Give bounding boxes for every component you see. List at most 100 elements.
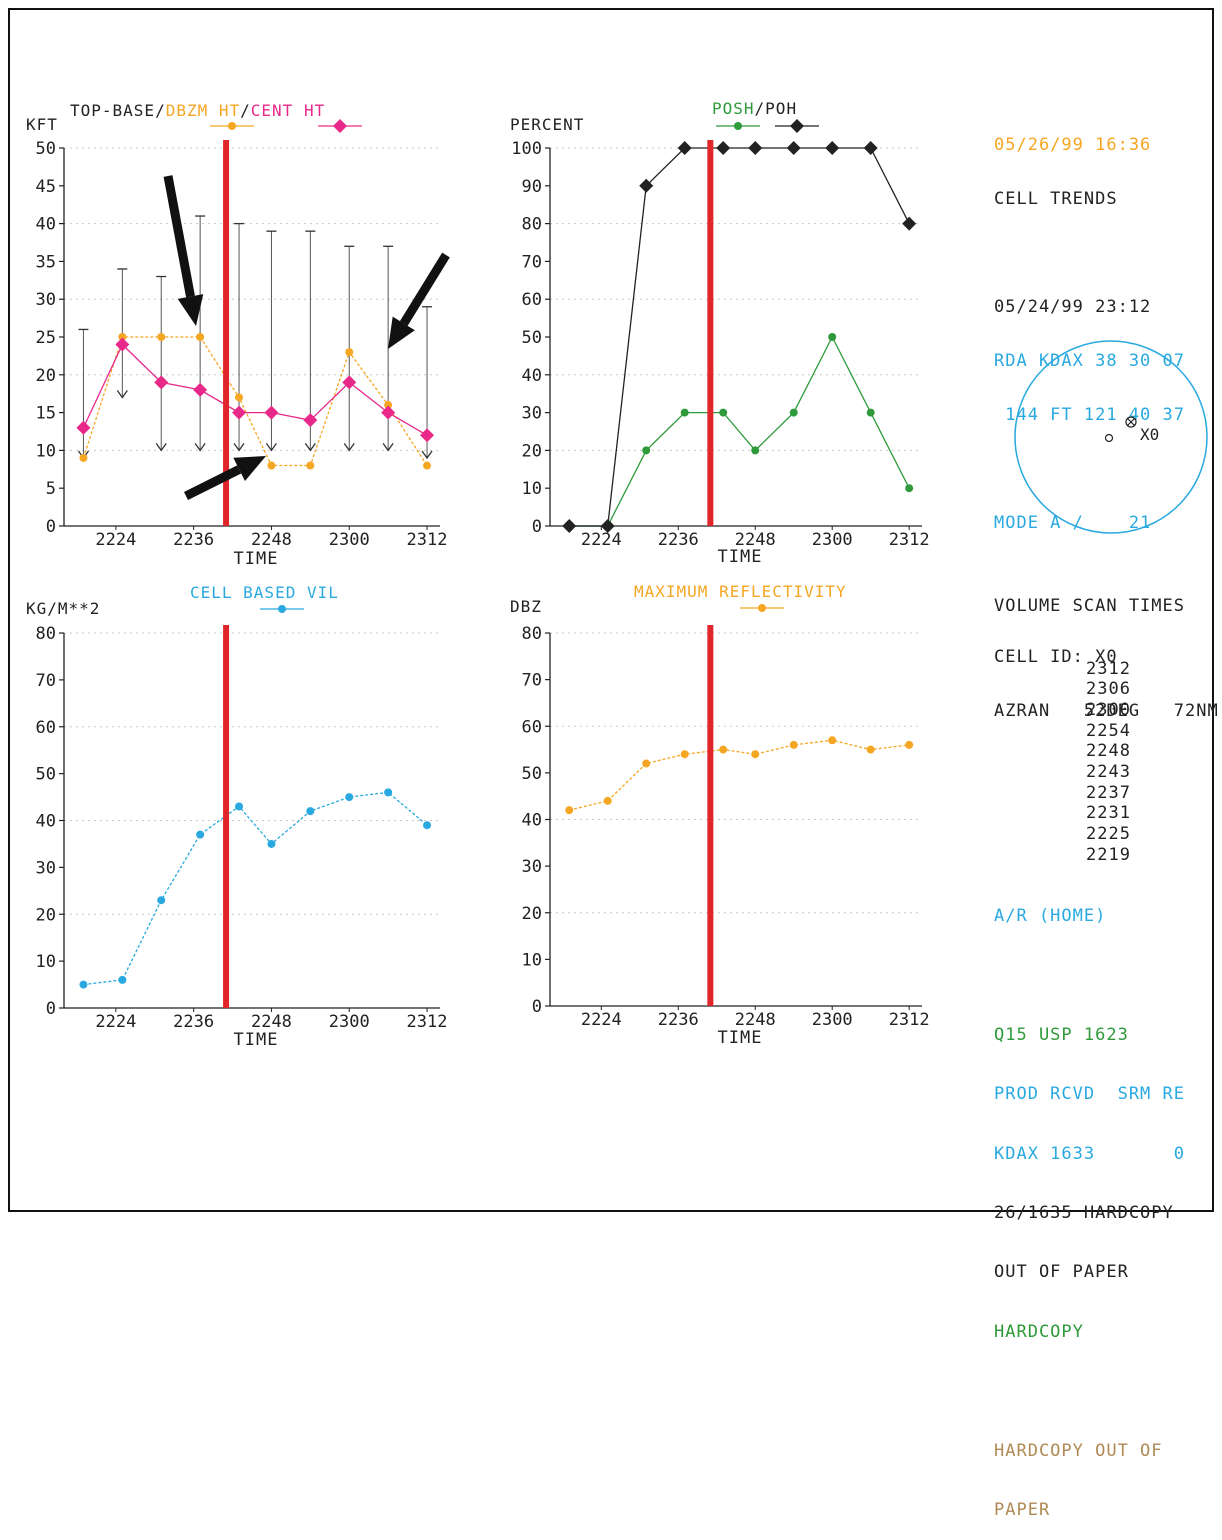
x-tick-label: 2312 [889, 1010, 930, 1030]
data-point [828, 736, 837, 745]
volume-scan-time: 2312 [1086, 658, 1131, 679]
chart-max-refl: 0 10 20 30 40 50 60 70 80 2224 2236 2248 2300 2312 TIM… [510, 582, 930, 1048]
panel-kdax: KDAX 1633 0 [994, 1143, 1185, 1164]
chart-title-part: TOP-BASE [70, 101, 155, 120]
x-tick-label: 2224 [581, 530, 622, 550]
data-point [303, 413, 318, 428]
x-tick-label: 2248 [251, 1012, 292, 1032]
y-tick-label: 90 [522, 177, 542, 197]
chart-title: CELL BASED VIL [190, 583, 339, 602]
panel-prod-rcvd: PROD RCVD SRM RE [994, 1084, 1185, 1105]
chart-title-part: / [240, 101, 251, 120]
data-point [639, 178, 654, 193]
data-point [196, 333, 205, 341]
chart-title-part: CELL BASED VIL [190, 583, 339, 602]
annotation-arrow-shaft [163, 175, 195, 298]
data-point [716, 141, 731, 155]
x-tick-label: 2300 [329, 530, 370, 550]
legend-marker [278, 605, 286, 613]
cell-marker-label: X0 [1140, 425, 1159, 444]
y-tick-label: 70 [522, 671, 542, 691]
data-point [76, 420, 91, 435]
cell-marker-icon [1125, 416, 1137, 428]
chart-title-part: MAXIMUM REFLECTIVITY [634, 582, 847, 601]
charts-canvas: 0 5 10 15 20 25 30 35 40 45 50 2224 2236 2248 2300 2312… [26, 99, 930, 1050]
y-tick-label: 60 [522, 290, 542, 310]
data-point [267, 839, 276, 848]
data-point [642, 446, 651, 455]
chart-title-part: DBZM HT [166, 101, 240, 120]
panel-hardcopy: HARDCOPY [994, 1321, 1084, 1342]
x-tick-label: 2236 [658, 530, 699, 550]
chart-posh-poh: 0 10 20 30 40 50 60 70 80 90 100 2224 2236 2248 2300 23… [510, 99, 930, 567]
y-tick-label: 20 [522, 904, 542, 924]
range-base-arrow [382, 443, 394, 452]
x-tick-label: 2312 [407, 1012, 448, 1032]
y-tick-label: 70 [522, 252, 542, 272]
data-point [905, 740, 914, 749]
panel-cell-id: CELL ID: X0 [994, 647, 1118, 667]
x-tick-label: 2312 [889, 530, 930, 550]
range-base-arrow [194, 443, 206, 452]
x-axis-label: TIME [234, 549, 279, 569]
time-marker-line [223, 140, 230, 526]
y-tick-label: 50 [36, 139, 56, 159]
data-point [157, 333, 166, 341]
panel-hardcopy-out1: HARDCOPY OUT OF [994, 1440, 1163, 1461]
y-tick-label: 20 [522, 441, 542, 461]
range-base-arrow [265, 443, 277, 452]
volume-scan-time: 2254 [1086, 720, 1131, 741]
x-tick-label: 2248 [735, 1010, 776, 1030]
data-point [196, 830, 205, 839]
data-point [384, 788, 393, 797]
data-point [565, 806, 574, 815]
data-point [306, 807, 315, 816]
y-axis-label: DBZ [510, 597, 542, 616]
series-line [83, 791, 428, 986]
y-axis-label: KG/M**2 [26, 599, 100, 618]
data-point [677, 141, 692, 155]
panel-ar-home: A/R (HOME) [994, 905, 1107, 926]
data-point [603, 796, 612, 805]
legend-marker [734, 122, 742, 130]
y-tick-label: 50 [36, 765, 56, 785]
y-tick-label: 0 [532, 997, 542, 1017]
x-tick-label: 2248 [735, 530, 776, 550]
data-point [866, 408, 875, 417]
chart-cell-vil: 0 10 20 30 40 50 60 70 80 2224 2236 2248 2300 2312 TIM… [26, 583, 448, 1050]
y-tick-label: 80 [36, 624, 56, 644]
x-tick-label: 2300 [329, 1012, 370, 1032]
volume-scan-time: 2300 [1086, 699, 1131, 720]
x-tick-label: 2236 [173, 530, 214, 550]
data-point [600, 519, 615, 533]
chart-title-part: / [155, 101, 166, 120]
panel-azran: AZRAN 52DEG 72NM [994, 701, 1219, 721]
panel-scan-date: 05/24/99 23:12 [994, 297, 1152, 317]
range-base-arrow [421, 450, 433, 460]
y-tick-label: 30 [36, 290, 56, 310]
data-point [118, 975, 127, 984]
y-tick-label: 30 [522, 404, 542, 424]
data-point [267, 461, 276, 470]
data-point [115, 337, 130, 352]
data-point [902, 216, 917, 231]
y-tick-label: 40 [522, 366, 542, 386]
panel-hardcopy-out2: PAPER [994, 1500, 1051, 1521]
data-point [306, 461, 315, 470]
chart-title-part: CENT HT [251, 101, 325, 120]
chart-title-part: POH [765, 99, 797, 118]
range-base-arrow [304, 443, 316, 452]
x-tick-label: 2312 [407, 530, 448, 550]
data-point [384, 401, 393, 410]
volume-scan-header: VOLUME SCAN TIMES [994, 596, 1185, 617]
y-tick-label: 20 [36, 366, 56, 386]
range-base-arrow [343, 443, 355, 452]
panel-q15: Q15 USP 1623 [994, 1024, 1129, 1045]
panel-date-time: 05/26/99 16:36 [994, 135, 1152, 155]
x-tick-label: 2236 [173, 1012, 214, 1032]
data-point [789, 740, 798, 749]
radar-site-marker [1104, 433, 1114, 443]
y-tick-label: 80 [522, 624, 542, 644]
y-tick-label: 40 [36, 215, 56, 235]
data-point [79, 980, 88, 989]
